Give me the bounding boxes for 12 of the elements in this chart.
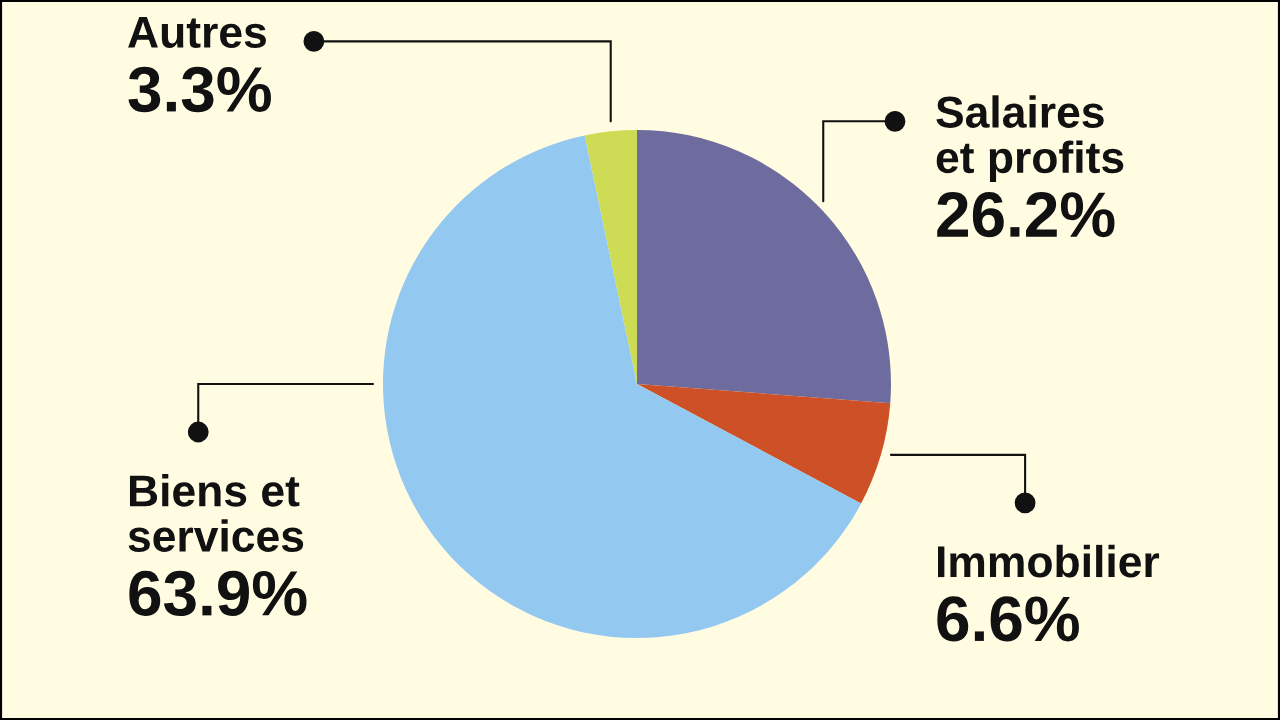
slice-label: Autres: [128, 17, 266, 49]
pie-slice: [383, 135, 862, 638]
slice-label: Salaires et profits: [936, 95, 1124, 183]
pie-slice: [637, 384, 891, 504]
pie-slice: [637, 130, 891, 404]
data-label: 63.9%: [129, 570, 307, 617]
pie-slice: [584, 130, 637, 384]
data-label: 3.3%: [128, 66, 271, 113]
data-label: 6.6%: [937, 596, 1079, 642]
data-label: 26.2%: [937, 192, 1115, 238]
slice-label: Biens et services: [128, 474, 304, 552]
slice-label: Immobilier: [937, 544, 1160, 578]
